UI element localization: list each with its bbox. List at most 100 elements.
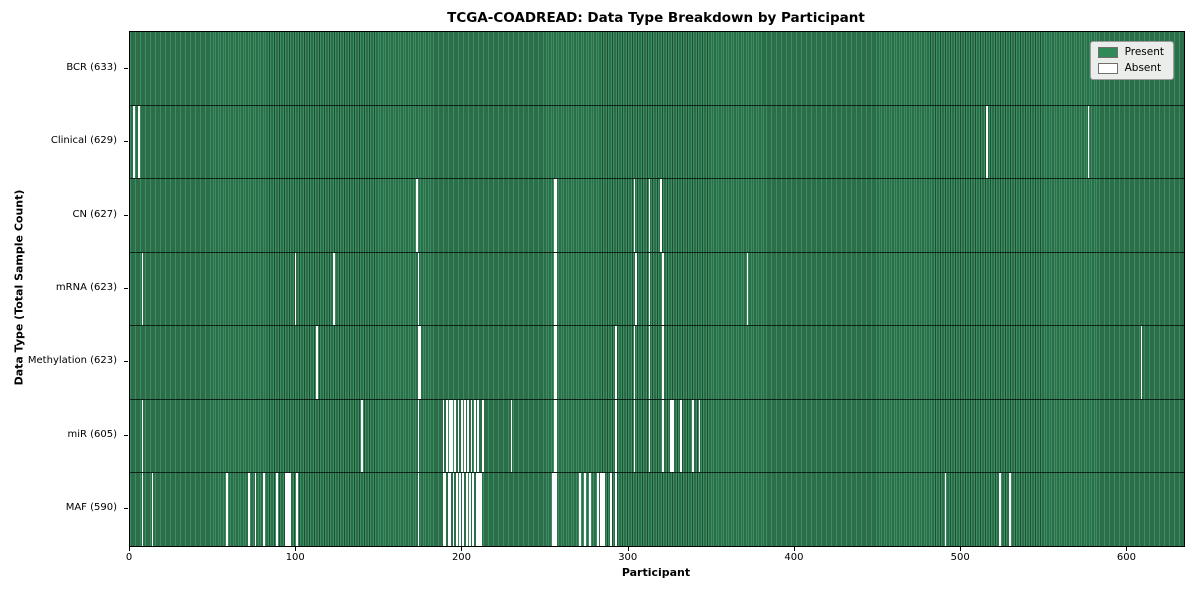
absent-stripe bbox=[615, 399, 618, 473]
absent-stripe bbox=[138, 105, 140, 179]
ytick-label-mrna: mRNA (623) bbox=[55, 282, 117, 293]
absent-stripe bbox=[332, 252, 335, 326]
absent-stripe bbox=[474, 399, 476, 473]
ytick-label-bcr: BCR (633) bbox=[66, 61, 117, 73]
absent-stripe bbox=[1009, 473, 1012, 547]
absent-stripe bbox=[141, 473, 144, 547]
absent-stripe bbox=[553, 179, 558, 252]
absent-stripe bbox=[698, 399, 701, 473]
absent-stripe bbox=[680, 399, 682, 473]
absent-stripe bbox=[263, 473, 265, 547]
absent-stripe bbox=[454, 399, 456, 473]
ytick-label-clinical: Clinical (629) bbox=[50, 135, 117, 147]
absent-stripe bbox=[449, 399, 453, 473]
absent-stripe bbox=[226, 473, 229, 547]
absent-stripe bbox=[661, 252, 664, 326]
absent-stripe bbox=[691, 399, 694, 473]
absent-stripe bbox=[578, 473, 581, 547]
absent-stripe bbox=[510, 399, 513, 473]
ytick-label-maf: MAF (590) bbox=[65, 502, 117, 514]
xtick-mark bbox=[1126, 546, 1128, 551]
absent-stripe bbox=[660, 179, 662, 252]
heatmap-row-mir bbox=[130, 398, 1184, 473]
absent-stripe bbox=[151, 473, 154, 547]
heatmap-row-clinical bbox=[130, 104, 1184, 179]
absent-stripe bbox=[648, 399, 651, 473]
absent-stripe bbox=[455, 473, 458, 547]
absent-stripe bbox=[459, 473, 461, 547]
absent-stripe bbox=[553, 252, 558, 326]
absent-stripe bbox=[417, 473, 420, 547]
heatmap-row-methylation bbox=[130, 325, 1184, 399]
ytick-label-methylation: Methylation (623) bbox=[27, 355, 117, 367]
absent-stripe bbox=[294, 252, 297, 326]
absent-stripe bbox=[944, 473, 947, 547]
absent-stripe bbox=[417, 252, 420, 326]
ytick-mark bbox=[124, 508, 128, 510]
absent-stripe bbox=[442, 399, 445, 473]
xtick-label-500: 500 bbox=[950, 552, 970, 563]
absent-stripe bbox=[464, 399, 466, 473]
absent-stripe bbox=[248, 473, 250, 547]
absent-stripe bbox=[469, 473, 471, 547]
heatmap-rows bbox=[130, 32, 1184, 547]
heatmap-row-bcr bbox=[130, 32, 1184, 105]
absent-stripe bbox=[583, 473, 586, 547]
absent-stripe bbox=[648, 252, 651, 326]
absent-stripe bbox=[615, 326, 618, 399]
absent-stripe bbox=[633, 179, 636, 252]
absent-stripe bbox=[475, 473, 483, 547]
absent-stripe bbox=[746, 252, 749, 326]
heatmap-row-maf bbox=[130, 472, 1184, 547]
absent-stripe bbox=[254, 473, 257, 547]
absent-stripe bbox=[445, 399, 448, 473]
absent-stripe bbox=[133, 105, 135, 179]
absent-stripe bbox=[141, 252, 144, 326]
xtick-mark bbox=[461, 546, 463, 551]
absent-stripe bbox=[465, 473, 468, 547]
absent-stripe bbox=[633, 399, 636, 473]
absent-stripe bbox=[316, 326, 318, 399]
absent-stripe bbox=[600, 473, 606, 547]
xtick-label-100: 100 bbox=[285, 552, 305, 563]
absent-stripe bbox=[597, 473, 599, 547]
heatmap-row-cn bbox=[130, 178, 1184, 252]
absent-stripe bbox=[457, 399, 460, 473]
ytick-mark bbox=[124, 288, 128, 289]
absent-stripe bbox=[648, 179, 651, 252]
absent-stripe bbox=[415, 179, 418, 252]
absent-stripe bbox=[661, 326, 664, 399]
absent-stripe bbox=[588, 473, 591, 547]
absent-stripe bbox=[615, 473, 618, 547]
ytick-mark bbox=[124, 434, 128, 436]
xtick-label-400: 400 bbox=[784, 552, 804, 563]
absent-stripe bbox=[460, 399, 463, 473]
absent-stripe bbox=[610, 473, 613, 547]
chart-title: TCGA-COADREAD: Data Type Breakdown by Pa… bbox=[447, 10, 865, 26]
absent-stripe bbox=[635, 252, 638, 326]
absent-stripe bbox=[361, 399, 363, 473]
absent-stripe bbox=[1087, 105, 1090, 179]
absent-stripe bbox=[670, 399, 674, 473]
absent-stripe bbox=[472, 473, 475, 547]
heatmap-row-mrna bbox=[130, 251, 1184, 326]
absent-stripe bbox=[633, 326, 636, 399]
absent-stripe bbox=[442, 473, 446, 547]
plot-area: Present Absent bbox=[129, 31, 1185, 547]
xtick-mark bbox=[295, 546, 297, 551]
xtick-label-300: 300 bbox=[618, 552, 638, 563]
absent-stripe bbox=[276, 473, 278, 547]
absent-stripe bbox=[470, 399, 473, 473]
absent-stripe bbox=[553, 326, 558, 399]
absent-stripe bbox=[477, 399, 480, 473]
xtick-label-600: 600 bbox=[1116, 552, 1137, 563]
absent-stripe bbox=[553, 399, 558, 473]
xtick-label-200: 200 bbox=[451, 552, 472, 563]
xtick-mark bbox=[129, 546, 130, 551]
absent-stripe bbox=[447, 473, 451, 547]
legend-swatch-absent bbox=[1097, 63, 1118, 74]
absent-stripe bbox=[648, 326, 651, 399]
xtick-mark bbox=[627, 546, 629, 551]
absent-stripe bbox=[999, 473, 1002, 547]
